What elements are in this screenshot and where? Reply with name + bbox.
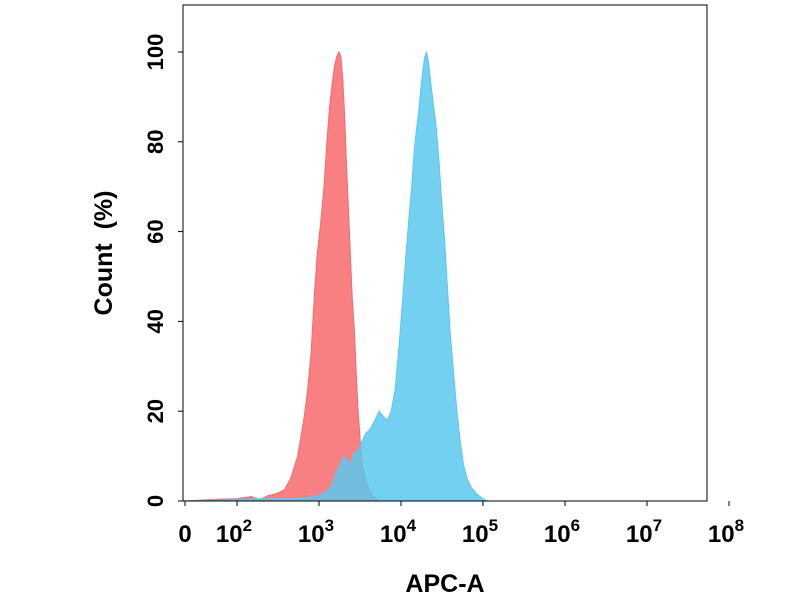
y-tick-label: 40 bbox=[143, 309, 168, 333]
plot-frame bbox=[182, 4, 708, 502]
x-tick-label: 105 bbox=[462, 516, 498, 548]
y-axis-title: Count (%) bbox=[90, 191, 118, 316]
x-tick-label: 103 bbox=[298, 516, 334, 548]
histogram-series-1 bbox=[184, 50, 382, 502]
histogram-series-2 bbox=[184, 50, 489, 502]
y-tick-label: 0 bbox=[143, 495, 168, 507]
x-axis-ticks: 0 102 103 104 105 106 107 108 bbox=[178, 501, 744, 548]
x-tick-label: 0 bbox=[178, 521, 191, 548]
series-layer bbox=[184, 50, 489, 502]
x-tick-label: 107 bbox=[626, 516, 662, 548]
y-axis-ticks: 0 20 40 60 80 100 bbox=[143, 34, 183, 507]
x-tick-label: 108 bbox=[708, 516, 744, 548]
x-tick-label: 102 bbox=[216, 516, 252, 548]
y-tick-label: 100 bbox=[143, 34, 168, 71]
x-tick-label: 104 bbox=[380, 516, 417, 548]
y-tick-label: 60 bbox=[143, 219, 168, 243]
y-tick-label: 80 bbox=[143, 130, 168, 154]
y-tick-label: 20 bbox=[143, 399, 168, 423]
x-tick-label: 106 bbox=[544, 516, 580, 548]
x-axis-title: APC-A bbox=[405, 570, 484, 598]
